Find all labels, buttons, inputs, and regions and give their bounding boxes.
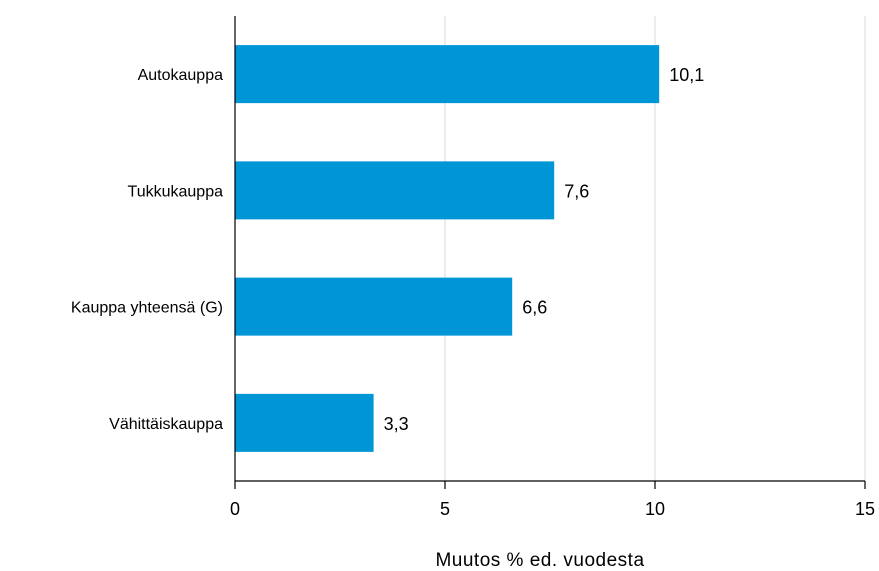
category-label-2: Kauppa yhteensä (G) (71, 300, 223, 317)
x-axis-title: Muutos % ed. vuodesta (435, 550, 644, 571)
category-label-1: Tukkukauppa (128, 183, 224, 200)
bar-0 (235, 45, 660, 104)
value-label-3: 3,3 (384, 414, 409, 434)
value-label-0: 10,1 (669, 65, 704, 85)
x-tick-label-15: 15 (855, 499, 875, 519)
bar-2 (235, 277, 513, 336)
bars (235, 45, 660, 452)
x-tick-label-10: 10 (645, 499, 665, 519)
x-tick-label-0: 0 (230, 499, 240, 519)
x-tick-label-5: 5 (440, 499, 450, 519)
value-label-2: 6,6 (522, 298, 547, 318)
bar-3 (235, 393, 374, 452)
category-label-3: Vähittäiskauppa (109, 416, 223, 433)
value-label-1: 7,6 (564, 181, 589, 201)
category-label-0: Autokauppa (138, 67, 224, 84)
bar-1 (235, 161, 555, 220)
labels: Autokauppa 10,1 Tukkukauppa 7,6 Kauppa yhtee… (71, 65, 704, 434)
axes: 0 5 10 15 (230, 16, 875, 519)
